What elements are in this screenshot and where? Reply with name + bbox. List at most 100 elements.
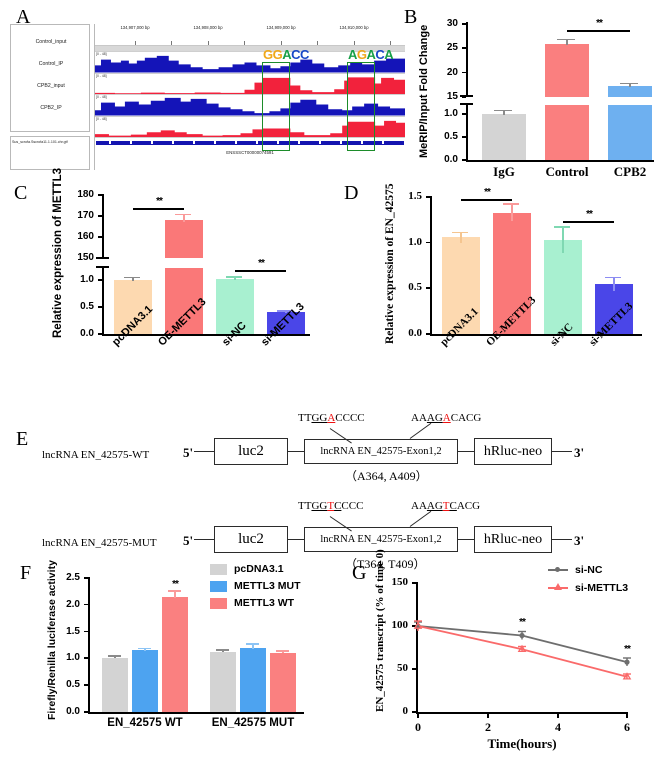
ruler-tick [171,41,172,45]
panel-c-ytick-label: 160 [77,231,94,242]
panel-b-bar-control-upper [545,43,589,97]
panel-f-bar-wt-mettl3-mut [132,650,158,712]
panel-b-ytick-label: 25 [446,42,458,54]
panel-g-ytick-label: 150 [391,576,409,588]
connector-5p-wt [194,451,214,453]
panel-d-errorcap [605,276,621,279]
box-hrluc-neo-mut: hRluc-neo [474,526,552,553]
panel-d-significance-star-1: ** [484,187,491,198]
panel-b-ytick-label: 15 [446,91,458,102]
track-label-control-ip: Control_IP [38,61,64,67]
panel-g-xtick [487,713,489,718]
panel-d-errorcap [554,226,570,228]
panel-f-errorcap [138,647,151,650]
panel-g-xlabel: Time(hours) [487,736,557,751]
panel-c-errorbar [132,276,134,281]
motif-ggacc: GGACC [263,47,309,62]
panel-c-yaxis-lower [102,266,104,334]
ruler-tick [244,41,245,45]
panel-d-bar-pcdna31 [442,237,480,334]
panel-g-legend-item-si-mettl3: si-METTL3 [548,582,628,594]
panel-c-ytick [98,333,102,335]
panel-d-significance-star-2: ** [586,209,593,220]
gene-strand-tick [109,141,112,144]
panel-b-ytick [462,96,466,98]
panel-f-significance-star: ** [172,579,179,590]
panel-f-bar-wt-pcdna31 [102,657,128,712]
panel-g-xtick-label: 0 [415,720,421,734]
panel-b-errorcap [494,109,512,112]
panel-b-bar-cpb2-lower [608,104,652,160]
legend-line-si-mettl3 [548,583,568,591]
panel-d-yaxis [430,196,432,334]
panel-d-ytick [426,287,430,289]
panel-g-significance-star-3h: ** [519,617,526,628]
gene-strand-tick [151,141,154,144]
motif-agaca: AGACA [348,47,394,62]
legend-swatch-pcdna31 [210,563,227,575]
panel-d-bar-oe-mettl3 [493,212,531,334]
connector-lnc-hrluc-mut [458,539,474,541]
panel-c-bar-oe-mettl3-lower [165,267,203,334]
panel-c-significance-star-2: ** [258,258,265,269]
legend-line-si-nc [548,567,568,573]
genome-assembly-label: Sus_scrofa.Sscrofa11.1.101.chr.gtf [12,140,68,144]
panel-c-yaxis-upper [102,194,104,258]
panel-g-significance-star-6h: ** [624,644,631,655]
three-prime-wt: 3' [574,445,585,460]
gene-body-bar [96,141,404,145]
panel-g-ytick [412,711,416,713]
panel-f-ylabel: Firefly/Renilla luciferase activity [46,560,58,720]
panel-f-ytick-label: 2.5 [66,572,80,583]
ruler-tick [354,41,355,45]
panel-b-ytick [462,23,466,25]
ruler-tick [208,41,209,45]
panel-g-xaxis [416,712,628,714]
ruler-label-4: 134,910,000 bp [339,25,369,30]
gene-annotation-row: ENSSSCT00000074591 [95,137,405,165]
connector-lnc-hrluc-wt [458,451,474,453]
track-range-label: [0 - 48] [96,52,107,56]
panel-g-xtick [557,713,559,718]
panel-letter-e: E [16,428,29,450]
panel-d-ytick-label: 0.5 [408,281,422,294]
panel-d-errorbar [511,203,513,222]
peak-highlight-box-2 [347,62,375,151]
panel-b-axis-break-lower-cap [460,103,473,105]
panel-b-bar-igg [482,113,526,160]
ruler-label-2: 134,908,000 bp [193,25,223,30]
panel-b-bar-control-lower [545,104,589,160]
panel-g-xtick-label: 4 [555,720,561,734]
panel-c-bar-pcdna31 [114,279,152,334]
gene-strand-tick [214,141,217,144]
track-range-label: [0 - 48] [96,95,107,99]
genome-annotation-name-panel: Sus_scrofa.Sscrofa11.1.101.chr.gtf [10,136,90,170]
panel-c-ytick-label: 170 [77,210,94,221]
sequence-motif-mut-left: TTGGTCCCC [298,500,364,512]
panel-d-bar-si-mettl3 [595,283,633,334]
panel-letter-b: B [404,6,418,28]
panel-d-significance-line-2 [563,221,614,223]
panel-c-significance-line-1 [133,208,184,210]
panel-f-legend-item-pcdna31: pcDNA3.1 [210,563,284,575]
panel-f-ytick-label: 0.0 [66,706,80,717]
positions-mut: （T364, T409） [345,557,426,571]
panel-b-xcat-igg: IgG [493,164,515,179]
panel-d-ytick-label: 0.0 [408,327,422,339]
box-luc2-wt: luc2 [214,438,288,465]
track-label-cpb2-input: CPB2_input [37,83,65,89]
panel-g-ytick [412,668,416,670]
panel-d-errorcap [452,231,468,234]
ruler-label-1: 134,907,000 bp [120,25,150,30]
panel-b-axis-break-upper-cap [460,95,473,97]
five-prime-mut: 5' [183,533,194,548]
panel-c-errorcap [277,310,293,312]
panel-d-chart: Relative expression of EN_42575 0.0 0.5 … [340,184,660,396]
panel-c-bar-si-mettl3 [267,312,305,334]
panel-d-ytick-label: 1.0 [408,235,422,248]
panel-b-errorcap [557,38,575,41]
panel-b-ytick [462,159,466,161]
panel-c-ytick-label: 0.5 [80,301,94,312]
panel-f-bar-mut-mettl3-mut [240,648,266,712]
gene-strand-tick [319,141,322,144]
